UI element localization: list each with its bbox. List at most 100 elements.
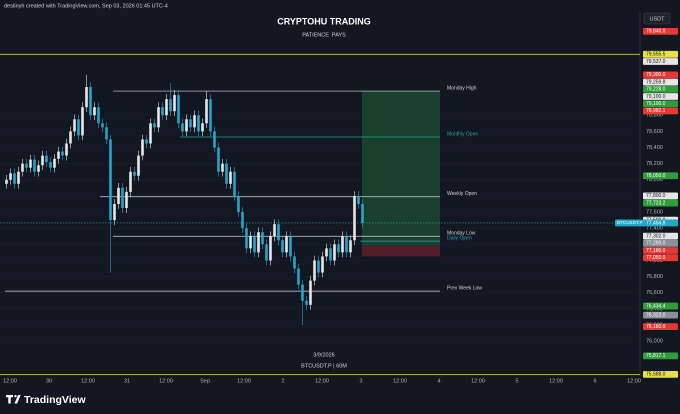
candle-body xyxy=(193,115,196,128)
candle-body xyxy=(245,228,248,249)
plot: Monday High Monthly Open Weekly Open Monday… xyxy=(0,53,640,375)
candle-body xyxy=(357,195,360,204)
price-tag xyxy=(643,370,678,378)
candle-body xyxy=(173,95,176,112)
candle-body xyxy=(49,162,52,168)
price-tag-label: 76,434.4 xyxy=(646,303,666,309)
candle-body xyxy=(301,284,304,301)
price-tag-label: 77,723.2 xyxy=(646,200,666,206)
candle-body xyxy=(117,187,120,204)
candle-body xyxy=(89,87,92,116)
x-tick-label: 12:00 xyxy=(237,378,251,384)
brand-logo: TradingView xyxy=(5,394,86,406)
price-tag-label: 76,322.0 xyxy=(646,312,666,318)
price-tag-label: 78,050.0 xyxy=(646,173,666,179)
grid xyxy=(0,114,640,342)
price-tag xyxy=(643,323,678,330)
price-tag xyxy=(643,192,678,200)
candle-body xyxy=(65,143,68,156)
last-price-symbol: BTCUSDT.P xyxy=(617,220,643,225)
brand: TradingView xyxy=(24,394,86,406)
candle-body xyxy=(129,171,132,192)
candle-body xyxy=(265,244,268,261)
candle-body xyxy=(161,107,164,116)
candle-body xyxy=(141,139,144,156)
candle-body xyxy=(21,163,24,172)
candle-body xyxy=(189,119,192,128)
chart-title: CRYPTOHU TRADING xyxy=(277,16,371,26)
price-tag-label: 75,588.0 xyxy=(646,372,666,378)
candle-body xyxy=(73,119,76,132)
level-label: Monthly Open xyxy=(447,131,478,137)
candle-body xyxy=(233,171,236,196)
x-tick-label: 3 xyxy=(359,378,362,384)
candle-body xyxy=(297,268,300,285)
last-price-tag xyxy=(615,219,678,227)
price-tag xyxy=(643,352,678,360)
currency-box[interactable] xyxy=(643,12,671,25)
price-tag-label: 77,050.0 xyxy=(646,255,666,261)
x-tick-label: 31 xyxy=(124,378,130,384)
x-tick-label: Sep xyxy=(200,378,210,384)
candle-body xyxy=(69,131,72,144)
candle-body xyxy=(53,158,56,168)
y-tick-label: 76,000 xyxy=(646,339,663,345)
candle-body xyxy=(13,173,16,184)
price-tag-label: 79,100.0 xyxy=(646,94,666,100)
price-tag-label: 79,228.0 xyxy=(646,87,666,93)
y-tick-label: 77,400 xyxy=(646,226,663,232)
header: destinyh created with TradingView.com, S… xyxy=(4,3,168,9)
level-label: Prev Week Low xyxy=(447,285,482,291)
candle-body xyxy=(41,155,44,166)
candle-body xyxy=(285,236,288,253)
price-tag xyxy=(643,78,678,86)
candle-body xyxy=(133,171,136,176)
candle-body xyxy=(137,155,140,176)
candle-body xyxy=(97,107,100,124)
candle-body xyxy=(353,195,356,241)
candle-body xyxy=(273,224,276,237)
candle-body xyxy=(45,155,48,163)
candle-body xyxy=(201,123,204,132)
candle-body xyxy=(313,260,316,281)
candle-body xyxy=(125,191,128,209)
candle-body xyxy=(197,115,200,132)
price-tag-label: 77,290.0 xyxy=(646,241,666,247)
price-tag xyxy=(643,93,678,100)
x-tick-label: 30 xyxy=(46,378,52,384)
candle-body xyxy=(81,107,84,136)
watermark-date: 3/9/2026 xyxy=(313,352,334,358)
x-tick-label: 12:00 xyxy=(3,378,17,384)
candle-body xyxy=(149,123,152,144)
candle-body xyxy=(177,95,180,124)
level-label: Daily Open xyxy=(447,235,472,241)
candle-body xyxy=(229,171,232,184)
price-tag-label: 77,302.0 xyxy=(646,233,666,239)
currency[interactable]: USDT xyxy=(650,16,666,22)
price-tag xyxy=(643,27,678,35)
price-axis: 76,00076,20076,40076,60076,80077,00077,2… xyxy=(3,27,678,384)
candle-body xyxy=(205,99,208,124)
candle-body xyxy=(113,203,116,221)
candle-body xyxy=(121,187,124,209)
y-tick-label: 78,600 xyxy=(646,129,663,135)
x-tick-label: 12:00 xyxy=(81,378,95,384)
candle-body xyxy=(309,280,312,305)
price-tag xyxy=(643,247,678,254)
candle-body xyxy=(5,179,8,184)
candle-body xyxy=(241,212,244,229)
candle-body xyxy=(329,248,332,261)
candle-body xyxy=(337,244,340,253)
candle-body xyxy=(293,256,296,269)
candle-body xyxy=(57,151,60,159)
y-tick-label: 77,600 xyxy=(646,210,663,216)
price-tag xyxy=(643,311,678,319)
x-tick-label: 12:00 xyxy=(627,378,641,384)
candle-body xyxy=(169,99,172,112)
candle-body xyxy=(185,119,188,132)
candle-body xyxy=(29,159,32,168)
candle-body xyxy=(289,236,292,257)
candle-body xyxy=(345,236,348,253)
level-label: Weekly Open xyxy=(447,191,477,197)
